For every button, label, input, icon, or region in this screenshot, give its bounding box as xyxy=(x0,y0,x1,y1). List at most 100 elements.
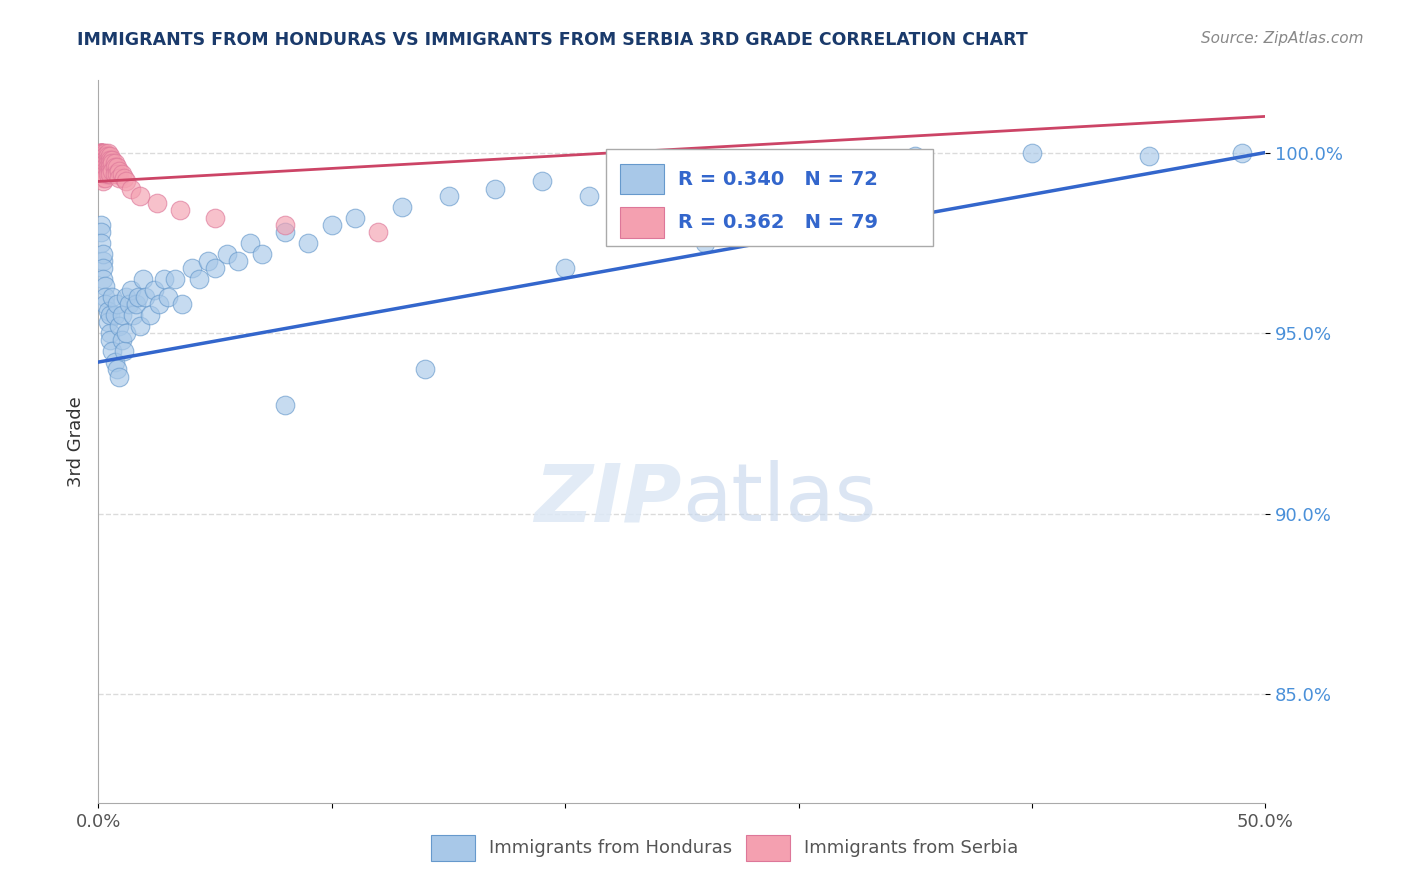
Point xyxy=(108,369,131,384)
Text: R = 0.362   N = 79: R = 0.362 N = 79 xyxy=(679,213,879,232)
Point xyxy=(90,145,112,160)
Point xyxy=(437,189,460,203)
Point xyxy=(187,272,209,286)
Point xyxy=(91,167,114,181)
Point xyxy=(111,334,134,348)
Point xyxy=(228,254,250,268)
Point xyxy=(94,145,117,160)
Point xyxy=(125,297,148,311)
Point xyxy=(108,170,131,185)
Point xyxy=(97,153,120,167)
Point xyxy=(111,308,134,322)
Point xyxy=(169,203,191,218)
Point xyxy=(97,167,120,181)
Point xyxy=(91,167,114,181)
Point xyxy=(97,304,120,318)
Text: Source: ZipAtlas.com: Source: ZipAtlas.com xyxy=(1201,31,1364,46)
Point xyxy=(91,261,114,276)
Point xyxy=(97,145,120,160)
Point xyxy=(91,149,114,163)
FancyBboxPatch shape xyxy=(606,149,932,246)
Point xyxy=(105,160,128,174)
Point xyxy=(112,344,135,359)
Text: R = 0.340   N = 72: R = 0.340 N = 72 xyxy=(679,169,879,189)
Point xyxy=(143,283,166,297)
Point xyxy=(120,182,142,196)
Point xyxy=(90,153,112,167)
Point xyxy=(101,344,124,359)
Point xyxy=(98,153,121,167)
Point xyxy=(391,200,413,214)
Point xyxy=(94,156,117,170)
Point xyxy=(94,153,117,167)
Point xyxy=(146,196,169,211)
Point xyxy=(1137,149,1160,163)
Point xyxy=(91,145,114,160)
Point xyxy=(717,160,740,174)
Point xyxy=(91,163,114,178)
Point xyxy=(94,279,117,293)
Point xyxy=(104,156,127,170)
Point xyxy=(112,170,135,185)
Point xyxy=(274,225,297,239)
Point xyxy=(90,149,112,163)
Point xyxy=(94,153,117,167)
Point xyxy=(134,290,156,304)
Point xyxy=(98,160,121,174)
Point xyxy=(1230,145,1253,160)
Point xyxy=(91,149,114,163)
Point xyxy=(787,153,810,167)
Point xyxy=(94,167,117,181)
Point xyxy=(91,156,114,170)
Point xyxy=(152,272,174,286)
Text: Immigrants from Serbia: Immigrants from Serbia xyxy=(804,839,1019,857)
Point xyxy=(105,167,128,181)
Point xyxy=(122,308,145,322)
Point xyxy=(111,167,134,181)
Point xyxy=(104,160,127,174)
Point xyxy=(94,163,117,178)
Point xyxy=(115,326,138,341)
Point xyxy=(904,149,927,163)
Point xyxy=(180,261,202,276)
Point xyxy=(647,163,669,178)
Point xyxy=(132,272,155,286)
Point xyxy=(90,156,112,170)
Point xyxy=(90,153,112,167)
Point xyxy=(98,308,121,322)
Point xyxy=(94,160,117,174)
Point xyxy=(204,211,226,225)
Point xyxy=(94,149,117,163)
Point xyxy=(91,254,114,268)
Point xyxy=(97,149,120,163)
Point xyxy=(90,225,112,239)
Point xyxy=(115,174,138,188)
Point xyxy=(105,297,128,311)
Point xyxy=(94,156,117,170)
Point xyxy=(90,145,112,160)
Point xyxy=(250,246,273,260)
Point xyxy=(98,156,121,170)
Point xyxy=(104,308,127,322)
Point xyxy=(108,318,131,333)
FancyBboxPatch shape xyxy=(432,835,475,861)
Point xyxy=(90,156,112,170)
Point xyxy=(91,153,114,167)
Point xyxy=(94,297,117,311)
Text: Immigrants from Honduras: Immigrants from Honduras xyxy=(489,839,733,857)
Point xyxy=(91,174,114,188)
Point xyxy=(367,225,389,239)
Point xyxy=(90,153,112,167)
Point xyxy=(98,163,121,178)
Point xyxy=(530,174,553,188)
Point xyxy=(108,163,131,178)
Point xyxy=(274,398,297,412)
Point xyxy=(413,362,436,376)
FancyBboxPatch shape xyxy=(747,835,790,861)
Point xyxy=(97,315,120,329)
Text: atlas: atlas xyxy=(682,460,876,539)
Point xyxy=(204,261,226,276)
Point xyxy=(91,160,114,174)
Point xyxy=(104,167,127,181)
Point xyxy=(344,211,367,225)
